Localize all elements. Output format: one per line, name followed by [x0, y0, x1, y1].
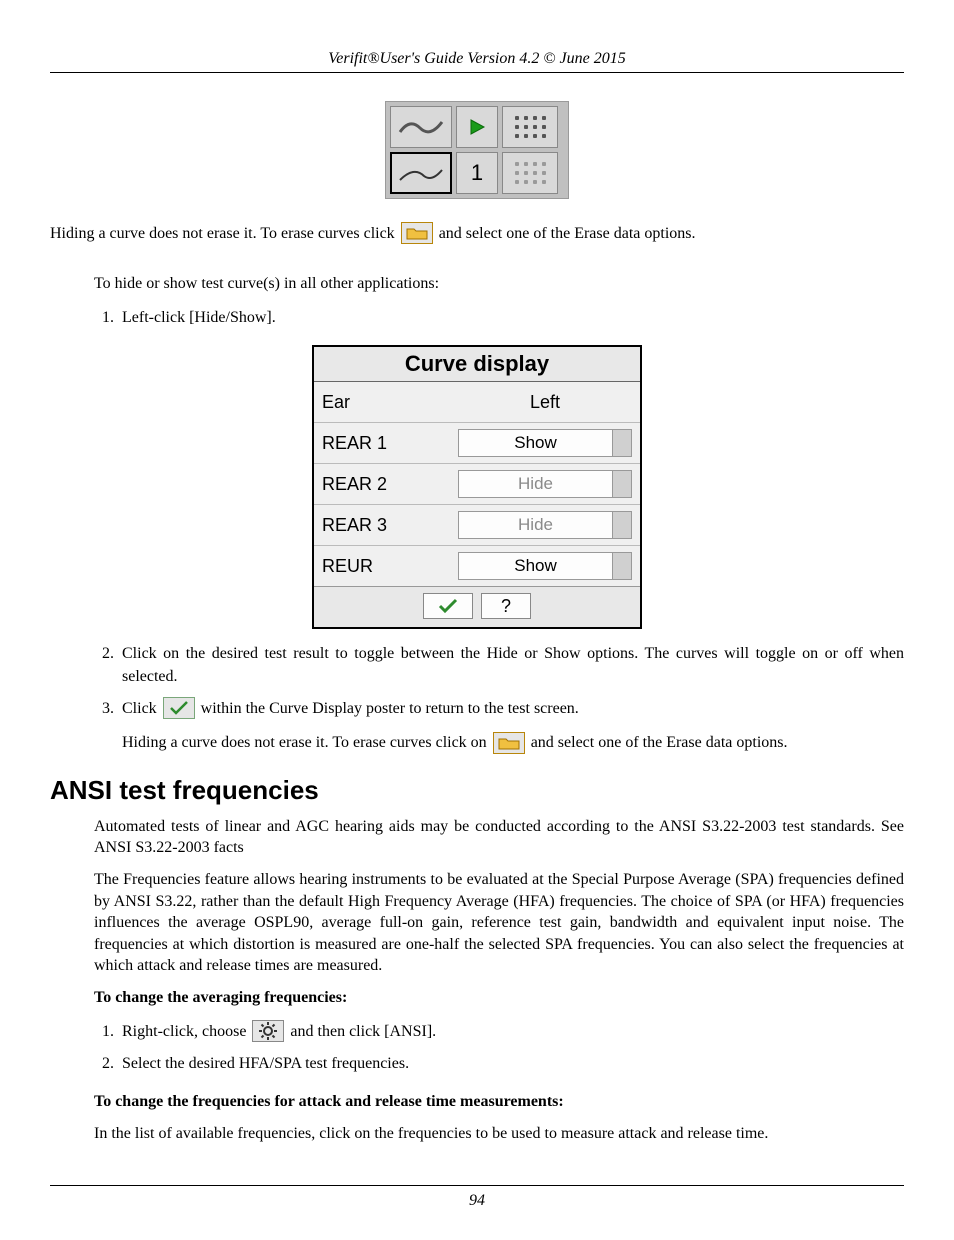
dropdown-button-icon — [612, 553, 631, 579]
gear-icon — [252, 1020, 284, 1042]
help-button[interactable]: ? — [481, 593, 531, 619]
steps-part-a: Left-click [Hide/Show]. — [94, 307, 904, 329]
ansi-step1-post: and then click [ANSI]. — [290, 1023, 436, 1040]
section-heading: ANSI test frequencies — [50, 775, 904, 806]
check-icon — [163, 697, 195, 719]
row-rear3-label: REAR 3 — [314, 505, 450, 546]
row-rear1-value: Show — [459, 433, 612, 453]
ansi-step1: Right-click, choose and then click [ANSI… — [118, 1021, 904, 1043]
row-reur-label: REUR — [314, 546, 450, 587]
ansi-change-avg-heading: To change the averaging frequencies: — [94, 987, 904, 1009]
dots-tile-2 — [502, 152, 558, 194]
ansi-steps: Right-click, choose and then click [ANSI… — [94, 1021, 904, 1076]
dropdown-button-icon — [612, 430, 631, 456]
waveform-tile — [390, 106, 452, 148]
row-rear2-select[interactable]: Hide — [458, 470, 632, 498]
dots-tile-1 — [502, 106, 558, 148]
row-rear1-select[interactable]: Show — [458, 429, 632, 457]
dropdown-button-icon — [612, 512, 631, 538]
row-rear2-label: REAR 2 — [314, 464, 450, 505]
steps-part-b: Click on the desired test result to togg… — [94, 643, 904, 755]
step-b3-post: within the Curve Display poster to retur… — [201, 700, 579, 717]
ansi-p1: Automated tests of linear and AGC hearin… — [94, 816, 904, 859]
row-rear2-value: Hide — [459, 474, 612, 494]
row-rear3-select[interactable]: Hide — [458, 511, 632, 539]
row-rear1-label: REAR 1 — [314, 423, 450, 464]
hiding-note-top-tail: and select one of the Erase data options… — [439, 225, 696, 242]
help-label: ? — [501, 596, 511, 617]
row-ear-label: Ear — [314, 382, 450, 423]
folder-icon — [493, 732, 525, 754]
curve-display-figure: Curve display Ear Left REAR 1 Show REAR … — [312, 345, 642, 629]
page-footer: 94 — [50, 1185, 904, 1210]
toolbar-figure: 1 — [385, 101, 569, 199]
hiding-note-top: Hiding a curve does not erase it. To era… — [50, 223, 904, 245]
ansi-step1-pre: Right-click, choose — [122, 1023, 250, 1040]
page-header: Verifit®User's Guide Version 4.2 © June … — [50, 50, 904, 73]
play-tile — [456, 106, 498, 148]
row-rear3-value: Hide — [459, 515, 612, 535]
curve-display-table: Ear Left REAR 1 Show REAR 2 Hide — [314, 382, 640, 586]
step-b3-note-post: and select one of the Erase data options… — [531, 734, 788, 751]
row-ear-value: Left — [450, 382, 640, 423]
number-tile: 1 — [456, 152, 498, 194]
curve-display-title: Curve display — [314, 347, 640, 382]
step-b3: Click within the Curve Display poster to… — [118, 698, 904, 755]
ansi-attack-p: In the list of available frequencies, cl… — [94, 1123, 904, 1145]
step-b2: Click on the desired test result to togg… — [118, 643, 904, 688]
dropdown-button-icon — [612, 471, 631, 497]
step-a1: Left-click [Hide/Show]. — [118, 307, 904, 329]
ansi-change-attack-heading: To change the frequencies for attack and… — [94, 1091, 904, 1113]
row-reur-value: Show — [459, 556, 612, 576]
hide-show-intro: To hide or show test curve(s) in all oth… — [94, 273, 904, 295]
folder-icon — [401, 222, 433, 244]
hiding-note-top-pre: Hiding a curve does not erase it. To era… — [50, 225, 399, 242]
row-reur-select[interactable]: Show — [458, 552, 632, 580]
step-b3-pre: Click — [122, 700, 161, 717]
curve-display-footer: ? — [314, 586, 640, 627]
curve-tile-selected — [390, 152, 452, 194]
ansi-p2: The Frequencies feature allows hearing i… — [94, 869, 904, 977]
ansi-step2: Select the desired HFA/SPA test frequenc… — [118, 1053, 904, 1075]
step-b3-note-pre: Hiding a curve does not erase it. To era… — [122, 734, 491, 751]
confirm-button[interactable] — [423, 593, 473, 619]
